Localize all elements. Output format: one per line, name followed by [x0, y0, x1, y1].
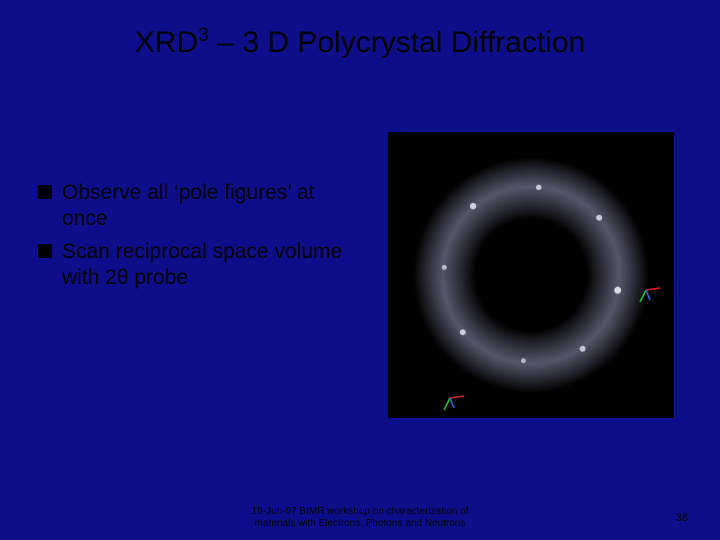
- list-item: Scan reciprocal space volume with 2θ pro…: [38, 239, 358, 292]
- diffraction-figure: [388, 132, 674, 418]
- bullet-text: Scan reciprocal space volume with 2θ pro…: [62, 239, 358, 292]
- title-post: – 3 D Polycrystal Diffraction: [209, 26, 585, 59]
- diffraction-svg: [388, 132, 674, 418]
- bullet-text: Observe all ‘pole figures’ at once: [62, 180, 358, 233]
- list-item: Observe all ‘pole figures’ at once: [38, 180, 358, 233]
- page-number: 38: [676, 512, 688, 524]
- bullet-list: Observe all ‘pole figures’ at once Scan …: [38, 180, 358, 297]
- slide-title: XRD3 – 3 D Polycrystal Diffraction: [0, 24, 720, 60]
- title-pre: XRD: [135, 26, 198, 59]
- bullet-square-icon: [38, 185, 52, 199]
- title-sup: 3: [198, 24, 209, 46]
- bullet-square-icon: [38, 244, 52, 258]
- slide-footer: 19-Jun-07 BIMR workshop on characterizat…: [0, 506, 720, 530]
- footer-text: 19-Jun-07 BIMR workshop on characterizat…: [230, 506, 490, 530]
